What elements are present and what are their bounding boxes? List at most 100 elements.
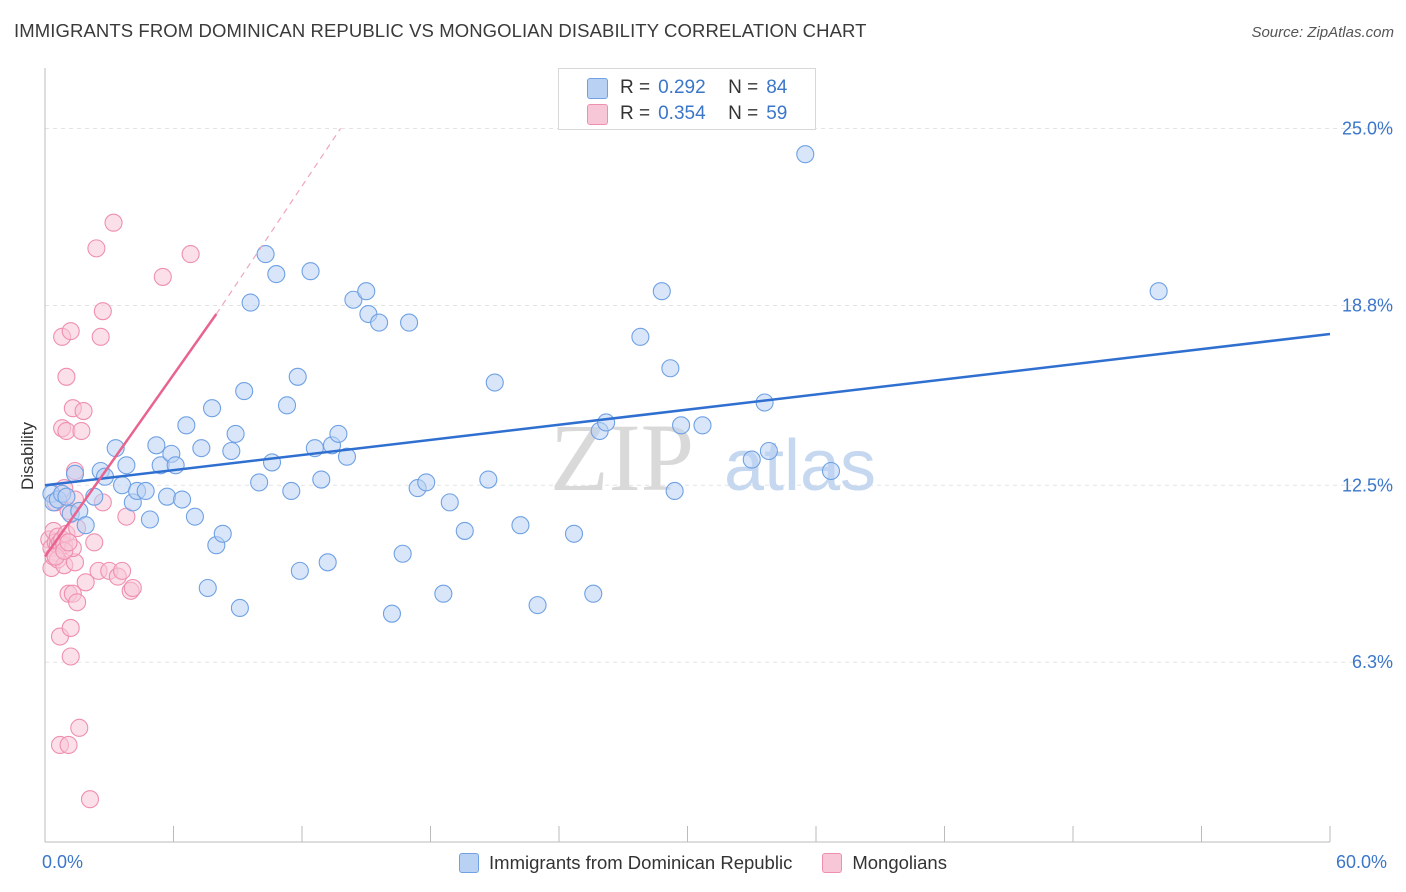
- dominican-point: [759, 441, 778, 461]
- dominican-point: [277, 396, 297, 415]
- legend-r-value: 0.354: [658, 103, 706, 124]
- mongolians-point: [85, 533, 104, 552]
- correlation-legend: R = 0.292 N = 84 R = 0.354 N = 59: [558, 68, 816, 130]
- dominican-point: [821, 461, 841, 481]
- mongolians-point: [93, 302, 112, 321]
- legend-n-value: 59: [766, 103, 788, 124]
- mongolians-point: [57, 367, 76, 386]
- dominican-point: [455, 521, 474, 540]
- dominican-point: [631, 327, 650, 346]
- dominican-point: [1149, 282, 1168, 301]
- legend-r-label: R =: [620, 77, 651, 98]
- dominican-point: [57, 487, 76, 506]
- legend-row-blue: R = 0.292 N = 84: [587, 77, 787, 99]
- y-tick-label: 6.3%: [1352, 652, 1393, 672]
- dominican-point: [370, 313, 389, 332]
- dominican-point: [158, 487, 177, 506]
- dominican-point: [267, 265, 286, 284]
- mongolians-point: [74, 402, 93, 421]
- dominican-trend-line: [44, 332, 1331, 487]
- legend-label-mongolians: Mongolians: [852, 852, 947, 873]
- mongolians-point: [61, 618, 80, 638]
- mongolians-point: [80, 790, 100, 809]
- legend-n-label: N =: [728, 103, 759, 124]
- x-tick-max: 60.0%: [1336, 852, 1388, 872]
- legend-swatch-pink: [822, 853, 843, 873]
- dominican-point: [564, 524, 584, 543]
- legend-item-dominican[interactable]: Immigrants from Dominican Republic: [459, 852, 792, 874]
- legend-swatch-blue: [587, 77, 608, 99]
- dominican-point: [440, 493, 459, 512]
- mongolians-point: [91, 327, 110, 346]
- dominican-point: [393, 544, 412, 563]
- dominican-point: [344, 290, 363, 309]
- dominican-point: [357, 282, 376, 301]
- mongolians-point: [68, 593, 87, 612]
- mongolians-point: [59, 533, 78, 552]
- dominican-point: [226, 424, 245, 443]
- dominican-point: [185, 507, 204, 526]
- dominican-point: [584, 584, 603, 603]
- y-tick-label: 18.8%: [1342, 295, 1393, 315]
- dominican-point: [597, 413, 616, 432]
- dominican-point: [742, 450, 761, 469]
- mongolians-point: [113, 561, 132, 580]
- dominican-point: [213, 524, 232, 543]
- mongolians-point: [181, 245, 200, 264]
- mongolians-point: [72, 421, 91, 441]
- dominican-point: [661, 359, 680, 378]
- dominican-point: [140, 510, 159, 529]
- legend-n-value: 84: [766, 77, 788, 98]
- mongolians-point: [87, 239, 106, 258]
- dominican-point: [177, 416, 196, 435]
- dominican-point: [76, 516, 95, 535]
- dominican-points: [42, 145, 1168, 623]
- dominican-point: [192, 439, 211, 458]
- dominican-point: [262, 453, 282, 472]
- dominican-point: [479, 470, 498, 489]
- dominican-point: [337, 447, 357, 466]
- mongolians-point: [123, 578, 142, 598]
- dominican-point: [329, 424, 348, 443]
- x-tick-min: 0.0%: [42, 852, 84, 872]
- gridlines: [45, 128, 1392, 663]
- dominican-point: [250, 473, 269, 492]
- dominican-point: [485, 373, 504, 392]
- dominican-point: [222, 441, 241, 461]
- dominican-point: [230, 598, 249, 618]
- axes: [44, 68, 1331, 843]
- legend-swatch-pink: [587, 103, 608, 125]
- y-tick-labels: 6.3% 12.5% 18.8% 25.0%: [1342, 119, 1393, 673]
- dominican-point: [796, 145, 815, 164]
- source-credit: Source: ZipAtlas.com: [1251, 24, 1394, 41]
- dominican-point: [203, 399, 222, 418]
- legend-item-mongolians[interactable]: Mongolians: [822, 852, 947, 874]
- dominican-point: [511, 516, 530, 535]
- dominican-point: [312, 470, 331, 489]
- mongolians-point: [70, 718, 89, 737]
- legend-r-value: 0.292: [658, 77, 706, 98]
- dominican-point: [665, 481, 684, 501]
- dominican-point: [173, 490, 192, 509]
- mongolians-trend-line: [43, 313, 218, 558]
- mongolians-point: [153, 267, 172, 286]
- trend-lines: [43, 128, 1331, 558]
- dominican-point: [652, 282, 671, 301]
- dominican-point: [417, 473, 436, 492]
- legend-row-pink: R = 0.354 N = 59: [587, 103, 787, 125]
- mongolians-point: [61, 322, 80, 341]
- legend-label-dominican: Immigrants from Dominican Republic: [489, 852, 793, 873]
- dominican-point: [147, 436, 166, 455]
- mongolians-point: [104, 213, 123, 232]
- legend-swatch-blue: [459, 853, 480, 873]
- legend-r-label: R =: [620, 103, 651, 124]
- dominican-point: [256, 245, 275, 264]
- chart-title: IMMIGRANTS FROM DOMINICAN REPUBLIC VS MO…: [14, 20, 867, 41]
- legend-n-label: N =: [728, 77, 759, 98]
- dominican-point: [528, 596, 547, 615]
- dominican-point: [301, 262, 320, 281]
- dominican-point: [693, 416, 712, 435]
- dominican-point: [288, 367, 307, 386]
- dominican-point: [672, 416, 691, 435]
